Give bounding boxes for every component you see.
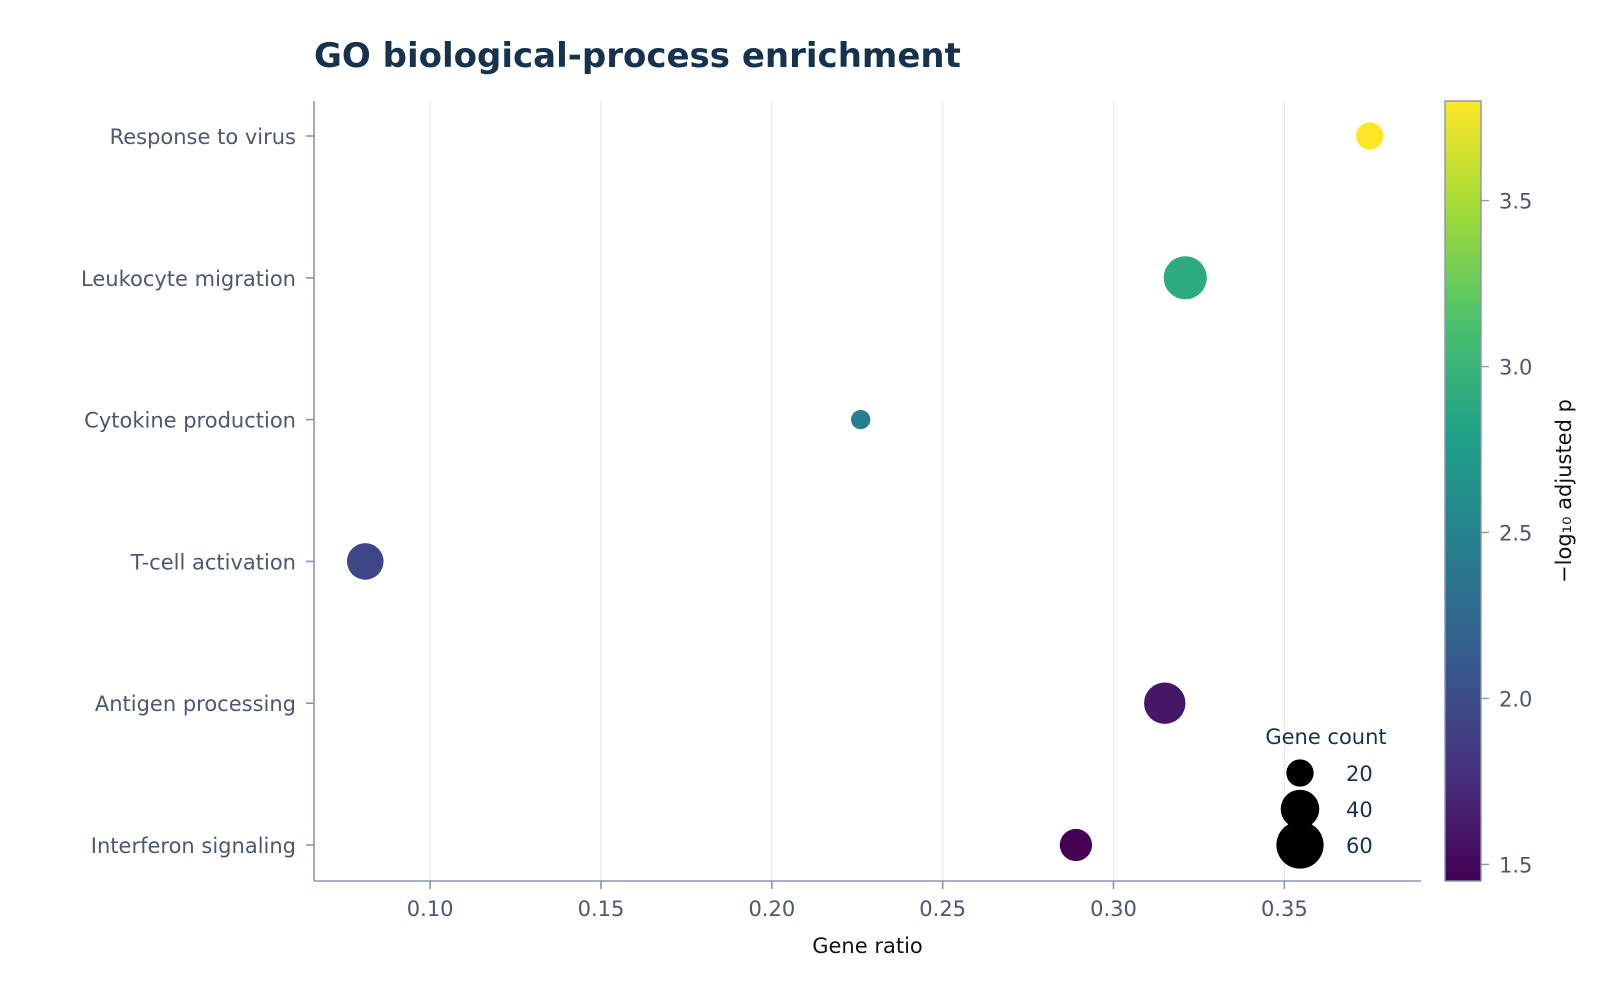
data-point [346,543,384,580]
size-legend-title: Gene count [1265,725,1386,749]
chart-title: GO biological-process enrichment [314,36,961,76]
x-tick-label: 0.20 [748,897,795,921]
colorbar: 1.5 2.0 2.5 3.0 3.5 −log₁₀ adjusted p [1444,100,1576,882]
x-tick-label: 0.25 [919,897,966,921]
points-layer [346,122,1384,862]
data-point [851,409,871,430]
size-legend-marker [1286,759,1314,787]
data-point [1356,122,1384,150]
y-tick-label: Antigen processing [95,692,296,716]
colorbar-gradient-bar [1444,100,1482,882]
y-tick-label: Response to virus [110,125,296,149]
axes-layer: 0.10 0.15 0.20 0.25 0.30 0.35 Response to viru… [81,101,1421,958]
size-legend-label: 40 [1346,798,1373,822]
colorbar-label: −log₁₀ adjusted p [1552,399,1576,583]
size-legend: Gene count 20 40 60 [1265,725,1387,869]
size-legend-label: 20 [1346,762,1373,786]
colorbar-tick-label: 3.0 [1499,356,1532,380]
y-tick-label: T-cell activation [130,550,296,574]
colorbar-tick-label: 2.0 [1499,687,1532,711]
y-tick-label: Cytokine production [84,409,296,433]
colorbar-tick-label: 2.5 [1499,521,1532,545]
data-point [1163,256,1207,300]
x-tick-label: 0.35 [1261,897,1308,921]
y-tick-label: Leukocyte migration [81,267,296,291]
data-point [1144,682,1186,724]
grid-layer [429,101,1285,881]
size-legend-label: 60 [1346,834,1373,858]
size-legend-marker [1280,789,1320,829]
x-tick-label: 0.15 [578,897,625,921]
x-tick-label: 0.30 [1090,897,1137,921]
colorbar-tick-label: 1.5 [1499,853,1532,877]
y-tick-label: Interferon signaling [91,834,296,858]
x-tick-label: 0.10 [407,897,454,921]
x-axis-label: Gene ratio [812,934,923,958]
size-legend-marker [1276,821,1324,869]
colorbar-tick-label: 3.5 [1499,190,1532,214]
data-point [1059,828,1093,862]
